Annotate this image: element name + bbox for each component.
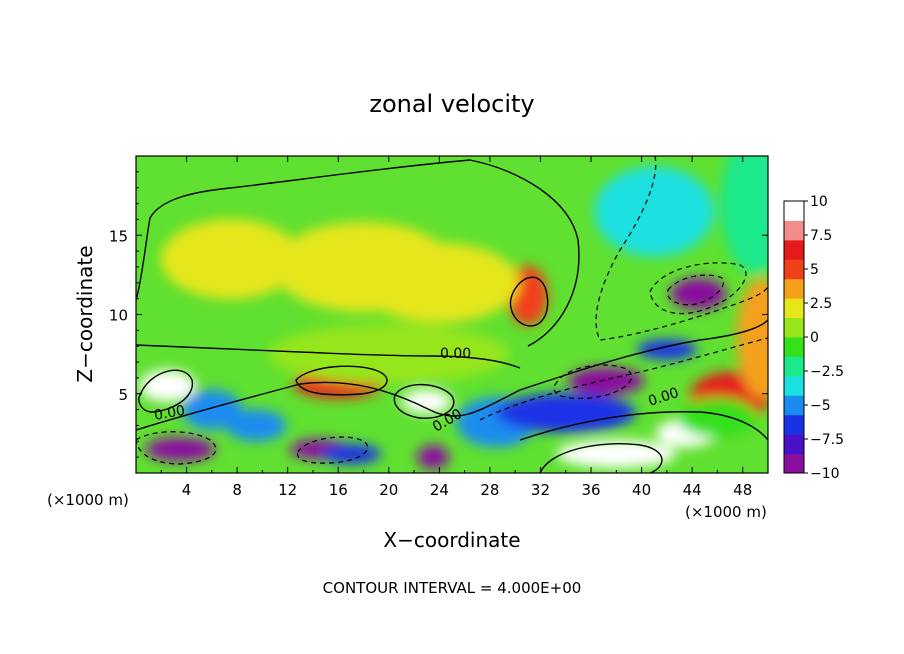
colorbar-swatch [784,414,804,435]
colorbar-swatch [784,239,804,260]
velocity-feature [677,397,758,438]
negative-contour-eddy-mid [553,364,633,400]
negative-contour-low-right [479,337,768,421]
colorbar-swatch [784,317,804,338]
x-axis-label: X−coordinate [383,528,520,552]
colorbar-label: 10 [810,194,828,210]
negative-contour-left [136,431,217,465]
velocity-feature [670,277,727,310]
plot-area: 0.00 0.00 0.00 0.00 [135,155,769,474]
negative-contour-bottom-mid [297,436,368,464]
zero-contour-mid [136,344,521,369]
colorbar-swatch [784,201,804,221]
velocity-feature [417,445,450,470]
colorbar-label: −10 [810,466,840,482]
positive-contour-jet-2 [393,383,455,419]
contour-interval-note: CONTOUR INTERVAL = 4.000E+00 [323,579,582,597]
velocity-feature [273,221,454,312]
velocity-feature [181,389,242,430]
x-tick-label: 32 [531,481,550,499]
x-tick-label: 16 [329,481,348,499]
colorbar-swatch [784,375,804,396]
y-axis-label: Z−coordinate [73,245,97,382]
y-tick-label: 15 [109,227,128,245]
velocity-feature [568,367,645,396]
colorbar-label: −2.5 [810,364,844,380]
negative-contour-eddy-top-inner [667,274,724,306]
velocity-feature [226,409,287,442]
dashed-contour-lines [136,156,768,465]
velocity-feature [320,443,381,464]
colorbar-swatch [784,356,804,377]
y-axis: 5 10 15 [109,171,768,458]
contour-label: 0.00 [440,346,471,362]
velocity-feature [145,437,216,462]
x-tick-label: 8 [232,481,242,499]
velocity-feature [720,156,768,274]
x-tick-label: 28 [480,481,499,499]
colorbar-swatch [784,259,804,280]
velocity-feature [401,389,452,414]
colorbar-swatch [784,453,804,474]
velocity-feature [268,324,509,385]
x-unit-label-right: (×1000 m) [685,503,767,521]
contour-lines [136,159,768,473]
colorbar-swatch [784,337,804,357]
colorbar-swatch [784,298,804,319]
contour-label: 0.00 [153,403,186,424]
negative-contour-eddy-top [649,262,747,315]
colorbar-label: 2.5 [810,296,832,312]
x-tick-label: 36 [581,481,600,499]
zero-contour-bottom-right [519,411,768,441]
positive-contour-left-jet [138,369,193,413]
x-tick-label: 4 [182,481,192,499]
chart-title: zonal velocity [369,90,534,118]
positive-contour-bottom [539,443,663,473]
y-tick-label: 10 [109,307,128,325]
velocity-feature [495,392,636,433]
x-tick-label: 20 [379,481,398,499]
colorbar-label: −5 [810,398,831,414]
x-tick-label: 48 [733,481,752,499]
colorbar-label: 7.5 [810,228,832,244]
x-tick-label: 24 [430,481,449,499]
positive-contour-mid-jet [295,365,388,396]
velocity-feature [160,219,301,300]
x-tick-label: 12 [278,481,297,499]
x-unit-label-left: (×1000 m) [47,491,129,509]
velocity-feature [636,339,697,360]
colorbar-swatch [784,278,804,299]
colorbar-swatch [784,395,804,416]
zero-contour-lower [136,319,768,431]
y-tick-label: 5 [118,386,128,404]
colorbar-label: 5 [810,262,819,278]
velocity-field-blobs [139,156,768,470]
colorbar-label: −7.5 [810,432,844,448]
x-axis: 4 8 12 16 20 24 28 32 36 40 44 48 [160,156,752,499]
x-tick-label: 40 [632,481,651,499]
positive-contour-center [509,276,549,327]
zero-contour-upper-left [136,159,580,347]
colorbar-label: 0 [810,330,819,346]
velocity-field [139,156,768,470]
velocity-feature [736,278,768,399]
x-tick-label: 44 [683,481,702,499]
colorbar: 10 7.5 5 2.5 0 −2.5 −5 −7.5 −10 [783,194,844,482]
velocity-feature [594,166,715,257]
colorbar-swatch [784,434,804,455]
colorbar-swatch [784,220,804,241]
